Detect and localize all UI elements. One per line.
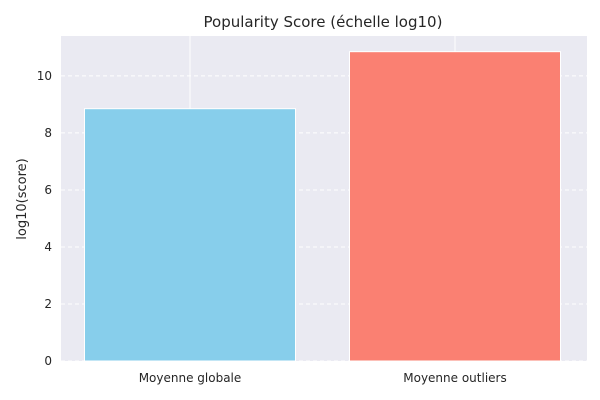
x-tick-labels: Moyenne globale Moyenne outliers bbox=[139, 371, 507, 385]
y-tick-label: 10 bbox=[37, 69, 52, 83]
bar-1 bbox=[84, 108, 296, 362]
x-tick-label: Moyenne globale bbox=[139, 371, 242, 385]
y-tick-label: 8 bbox=[44, 126, 52, 140]
y-tick-label: 0 bbox=[44, 354, 52, 368]
y-tick-labels: 0 2 4 6 8 10 bbox=[37, 69, 52, 368]
y-tick-label: 4 bbox=[44, 240, 52, 254]
y-tick-label: 2 bbox=[44, 297, 52, 311]
y-tick-label: 6 bbox=[44, 183, 52, 197]
y-axis-label: log10(score) bbox=[15, 158, 30, 239]
bars bbox=[84, 51, 561, 362]
bar-2 bbox=[349, 51, 561, 362]
chart-title: Popularity Score (échelle log10) bbox=[204, 13, 443, 31]
x-tick-label: Moyenne outliers bbox=[403, 371, 506, 385]
